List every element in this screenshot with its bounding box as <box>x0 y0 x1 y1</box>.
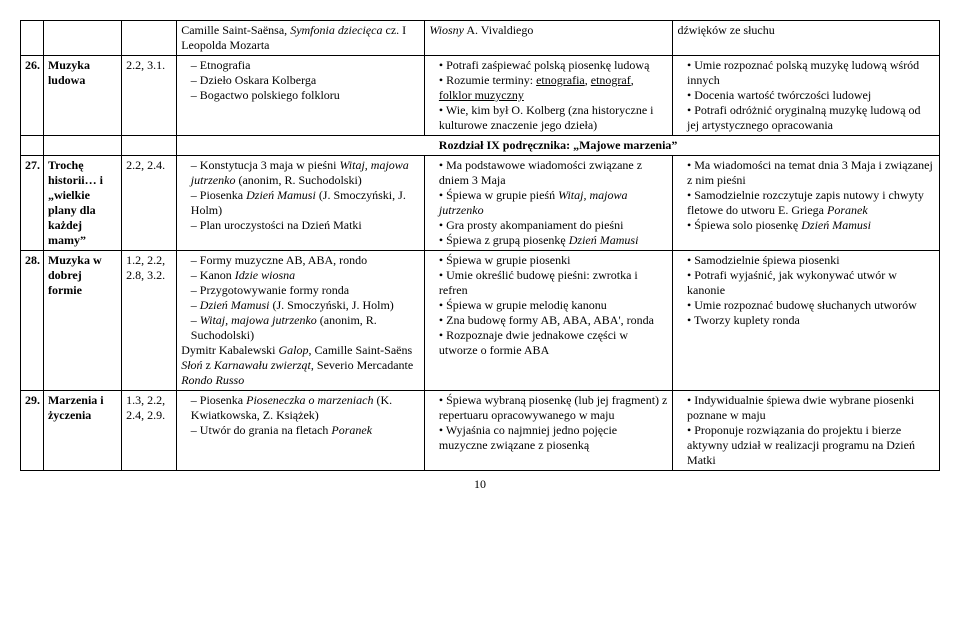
cell-content: Śpiewa wybraną piosenkę (lub jej fragmen… <box>425 391 673 471</box>
table-row: 27. Trochę historii… i „wielkie plany dl… <box>21 156 940 251</box>
curriculum-table: Camille Saint-Saënsa, Symfonia dziecięca… <box>20 20 940 471</box>
row-topic: Trochę historii… i „wielkie plany dla ka… <box>43 156 121 251</box>
table-row: 26. Muzyka ludowa 2.2, 3.1. Etnografia D… <box>21 56 940 136</box>
row-codes: 1.2, 2.2, 2.8, 3.2. <box>122 251 177 391</box>
row-topic: Muzyka w dobrej formie <box>43 251 121 391</box>
row-number: 26. <box>21 56 44 136</box>
section-header: Rozdział IX podręcznika: „Majowe marzeni… <box>177 136 940 156</box>
cell-content: Ma wiadomości na temat dnia 3 Maja i zwi… <box>673 156 940 251</box>
cell-content: Konstytucja 3 maja w pieśni Witaj, majow… <box>177 156 425 251</box>
table-row: 28. Muzyka w dobrej formie 1.2, 2.2, 2.8… <box>21 251 940 391</box>
row-codes: 2.2, 3.1. <box>122 56 177 136</box>
cell-content: Potrafi zaśpiewać polską piosenkę ludową… <box>425 56 673 136</box>
cell-content: Umie rozpoznać polską muzykę ludową wśró… <box>673 56 940 136</box>
table-row: Camille Saint-Saënsa, Symfonia dziecięca… <box>21 21 940 56</box>
cell-content: Śpiewa w grupie piosenki Umie określić b… <box>425 251 673 391</box>
cell-content: dźwięków ze słuchu <box>673 21 940 56</box>
page-number: 10 <box>20 477 940 492</box>
row-topic: Muzyka ludowa <box>43 56 121 136</box>
cell-content: Camille Saint-Saënsa, Symfonia dziecięca… <box>177 21 425 56</box>
row-topic: Marzenia i życzenia <box>43 391 121 471</box>
row-codes: 2.2, 2.4. <box>122 156 177 251</box>
row-number: 28. <box>21 251 44 391</box>
row-codes: 1.3, 2.2, 2.4, 2.9. <box>122 391 177 471</box>
cell-content: Wiosny A. Vivaldiego <box>425 21 673 56</box>
cell-content: Ma podstawowe wiadomości związane z dnie… <box>425 156 673 251</box>
section-header-row: Rozdział IX podręcznika: „Majowe marzeni… <box>21 136 940 156</box>
table-row: 29. Marzenia i życzenia 1.3, 2.2, 2.4, 2… <box>21 391 940 471</box>
cell-content: Samodzielnie śpiewa piosenki Potrafi wyj… <box>673 251 940 391</box>
cell-content: Indywidualnie śpiewa dwie wybrane piosen… <box>673 391 940 471</box>
row-number: 29. <box>21 391 44 471</box>
cell-content: Etnografia Dzieło Oskara Kolberga Bogact… <box>177 56 425 136</box>
row-number: 27. <box>21 156 44 251</box>
cell-content: Formy muzyczne AB, ABA, rondo Kanon Idzi… <box>177 251 425 391</box>
cell-content: Piosenka Pioseneczka o marzeniach (K. Kw… <box>177 391 425 471</box>
